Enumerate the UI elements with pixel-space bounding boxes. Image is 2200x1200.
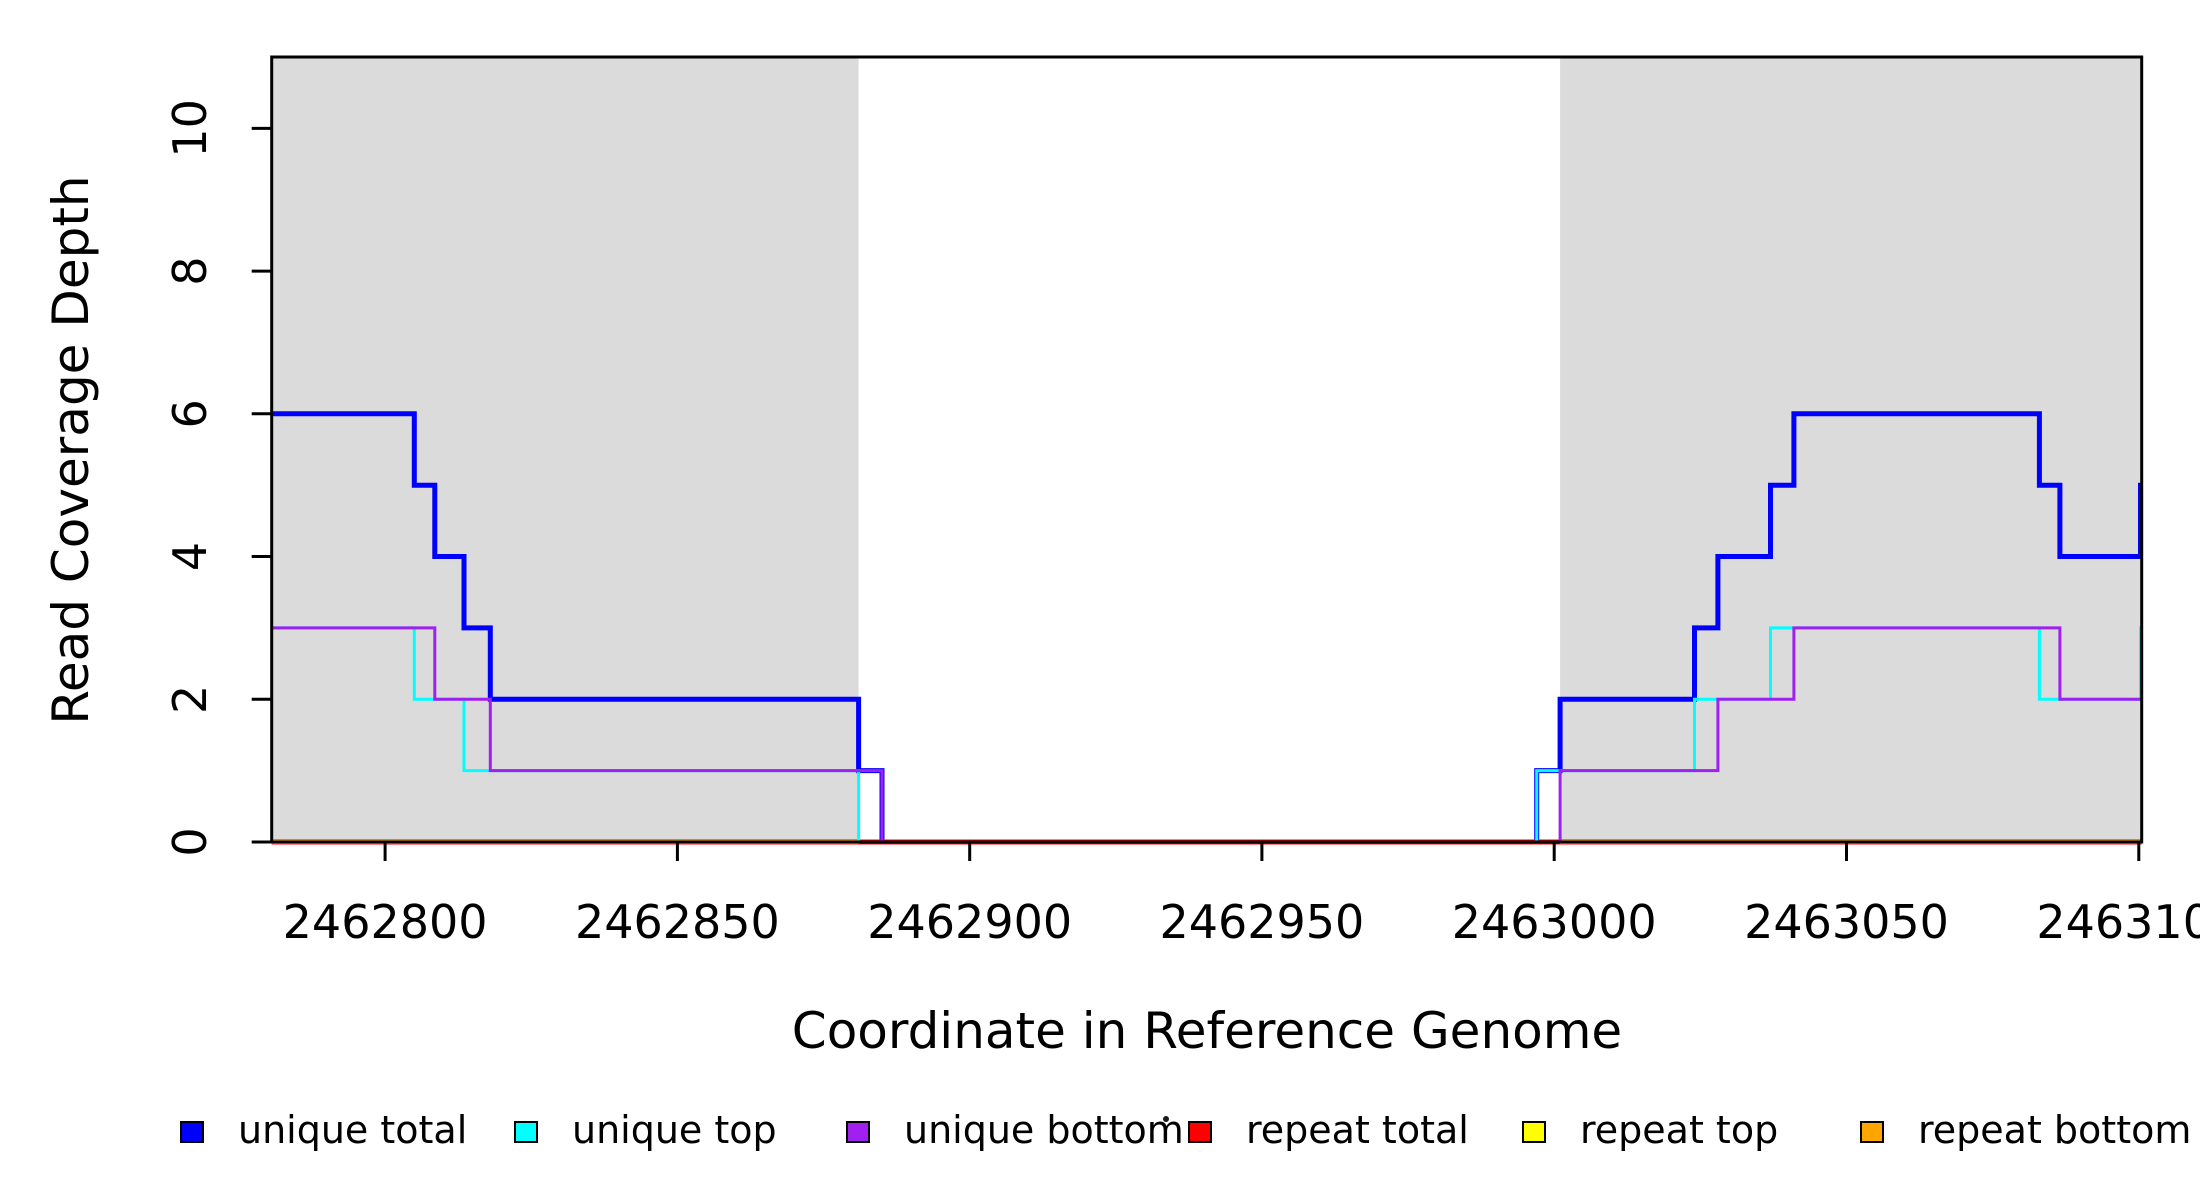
plot-frame-layer [270,55,2144,844]
legend-item-label: repeat bottom [1918,1108,2191,1152]
y-tick-label: 8 [163,256,217,285]
legend-swatch [1188,1121,1212,1143]
legend-item-repeat-total: repeat total [1188,1108,1469,1152]
legend-item-label: unique bottom [904,1108,1184,1152]
legend-swatch [180,1121,204,1143]
legend-item-unique-total: unique total [180,1108,467,1152]
y-tick-label: 2 [163,685,217,714]
y-tick-label: 4 [163,542,217,571]
legend-item-unique-bottom: unique bottom [846,1108,1184,1152]
legend: unique total unique top unique bottom repea… [180,1108,2191,1152]
masked-region [271,57,859,842]
legend-swatch [1860,1121,1884,1143]
y-tick-label: 10 [163,99,217,158]
y-tick-label: 0 [163,827,217,856]
axes-layer: 2462800 2462850 2462900 2462950 2463000 24630… [163,99,2200,949]
masked-region [1560,57,2142,842]
y-axis-title: Read Coverage Depth [42,175,100,724]
plot-border [270,55,2144,844]
x-tick-label: 2462950 [1159,895,1364,949]
x-tick-label: 2462850 [575,895,780,949]
x-tick-label: 2462800 [283,895,488,949]
y-tick-label: 6 [163,399,217,428]
x-tick-label: 2463000 [1452,895,1657,949]
legend-item-label: unique top [572,1108,777,1152]
series-line-unique-total [271,411,2142,845]
legend-item-label: unique total [238,1108,467,1152]
stray-dot [1163,1116,1169,1122]
series-line-unique-bottom [271,626,2142,844]
legend-item-label: repeat total [1246,1108,1469,1152]
x-tick-label: 2462900 [867,895,1072,949]
legend-swatch [1522,1121,1546,1143]
x-axis-title: Coordinate in Reference Genome [792,1002,1622,1060]
legend-item-unique-top: unique top [514,1108,777,1152]
legend-item-repeat-top: repeat top [1522,1108,1778,1152]
legend-swatch [514,1121,538,1143]
legend-item-label: repeat top [1580,1108,1778,1152]
legend-item-repeat-bottom: repeat bottom [1860,1108,2191,1152]
shaded-regions-layer [271,57,2142,842]
legend-swatch [846,1121,870,1143]
x-tick-label: 2463050 [1744,895,1949,949]
